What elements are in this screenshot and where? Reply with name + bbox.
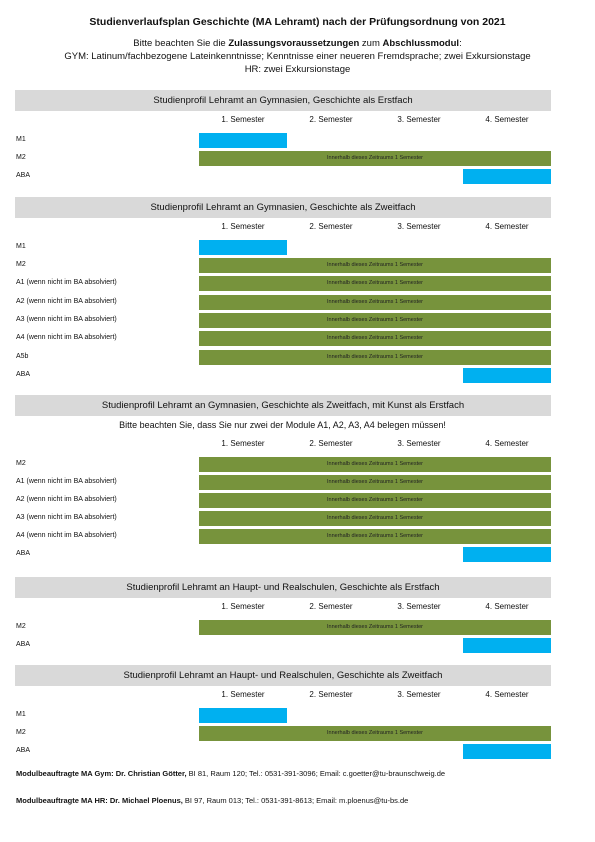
row-label: ABA: [16, 370, 31, 378]
row-label: M1: [16, 711, 26, 718]
module-bar: Innerhalb dieses Zeitraums 1 Semester: [199, 151, 551, 166]
row-label: A1 (wenn nicht im BA absolviert): [16, 279, 117, 287]
semester-label: 4. Semester: [485, 690, 529, 699]
row-label: A2 (wenn nicht im BA absolviert): [16, 496, 117, 503]
module-bar: Innerhalb dieses Zeitraums 1 Semester: [199, 331, 551, 347]
semester-label: 4. Semester: [485, 602, 529, 611]
footer-line: Modulbeauftragte MA Gym: Dr. Christian G…: [16, 769, 445, 778]
semester-label: 3. Semester: [397, 439, 441, 448]
notice-part: Bitte beachten Sie die: [133, 38, 229, 49]
row-label: M1: [16, 243, 26, 250]
module-bar: Innerhalb dieses Zeitraums 1 Semester: [199, 511, 551, 526]
row-label: A5b: [16, 352, 29, 360]
row-label: M2: [16, 154, 26, 161]
module-bar: Innerhalb dieses Zeitraums 1 Semester: [199, 457, 551, 472]
row-label: ABA: [16, 747, 31, 754]
notice-part: Abschlussmodul: [382, 38, 460, 49]
module-bar: [463, 169, 551, 184]
footer-contact: BI 81, Raum 120; Tel.: 0531-391-3096; Em…: [186, 769, 446, 778]
row-label: A3 (wenn nicht im BA absolviert): [16, 315, 117, 323]
section-note: Bitte beachten Sie, dass Sie nur zwei de…: [119, 420, 446, 430]
row-label: ABA: [16, 550, 31, 557]
row-label: M2: [16, 623, 26, 630]
module-bar: [199, 708, 287, 723]
semester-label: 1. Semester: [221, 602, 265, 611]
module-bar: [463, 638, 551, 653]
module-bar: [199, 133, 287, 148]
semester-label: 1. Semester: [221, 439, 265, 448]
semester-label: 4. Semester: [485, 115, 529, 124]
section-header: Studienprofil Lehramt an Gymnasien, Gesc…: [15, 90, 551, 111]
module-bar: Innerhalb dieses Zeitraums 1 Semester: [199, 294, 551, 310]
row-label: A4 (wenn nicht im BA absolviert): [16, 532, 117, 539]
footer-name: Modulbeauftragte MA Gym: Dr. Christian G…: [16, 769, 187, 778]
semester-label: 3. Semester: [397, 222, 441, 231]
module-bar: Innerhalb dieses Zeitraums 1 Semester: [199, 493, 551, 508]
semester-label: 3. Semester: [397, 115, 441, 124]
notice-part: zum: [359, 38, 383, 49]
semester-label: 2. Semester: [309, 602, 353, 611]
row-label: ABA: [16, 641, 31, 648]
row-label: M2: [16, 261, 26, 268]
row-label: M1: [16, 136, 26, 143]
section-header: Studienprofil Lehramt an Haupt- und Real…: [15, 665, 551, 686]
section-header: Studienprofil Lehramt an Gymnasien, Gesc…: [15, 197, 551, 218]
row-label: A3 (wenn nicht im BA absolviert): [16, 514, 117, 521]
module-bar: Innerhalb dieses Zeitraums 1 Semester: [199, 276, 551, 292]
footer-contact: BI 97, Raum 013; Tel.: 0531-391-8613; Em…: [182, 796, 409, 805]
module-bar: [199, 240, 287, 255]
section-header: Studienprofil Lehramt an Haupt- und Real…: [15, 577, 551, 598]
semester-label: 1. Semester: [221, 222, 265, 231]
module-bar: [463, 367, 551, 383]
title: Studienverlaufsplan Geschichte (MA Lehra…: [89, 16, 506, 28]
module-bar: Innerhalb dieses Zeitraums 1 Semester: [199, 312, 551, 328]
semester-label: 1. Semester: [221, 115, 265, 124]
footer-name: Modulbeauftragte MA HR: Dr. Michael Ploe…: [16, 796, 183, 805]
module-bar: Innerhalb dieses Zeitraums 1 Semester: [199, 620, 551, 635]
semester-label: 3. Semester: [397, 690, 441, 699]
row-label: A2 (wenn nicht im BA absolviert): [16, 297, 117, 305]
semester-label: 4. Semester: [485, 439, 529, 448]
footer-line: Modulbeauftragte MA HR: Dr. Michael Ploe…: [16, 796, 408, 805]
semester-label: 4. Semester: [485, 222, 529, 231]
row-label: M2: [16, 729, 26, 736]
section-header: Studienprofil Lehramt an Gymnasien, Gesc…: [15, 395, 551, 416]
semester-label: 3. Semester: [397, 602, 441, 611]
module-bar: [463, 744, 551, 759]
requirement: HR: zwei Exkursionstage: [244, 64, 351, 75]
semester-label: 2. Semester: [309, 690, 353, 699]
semester-label: 1. Semester: [221, 690, 265, 699]
module-bar: Innerhalb dieses Zeitraums 1 Semester: [199, 475, 551, 490]
module-bar: Innerhalb dieses Zeitraums 1 Semester: [199, 258, 551, 273]
module-bar: Innerhalb dieses Zeitraums 1 Semester: [199, 529, 551, 544]
semester-label: 2. Semester: [309, 115, 353, 124]
notice: Bitte beachten Sie die Zulassungsvorauss…: [0, 38, 595, 49]
notice-part: :: [459, 38, 462, 49]
module-bar: [463, 547, 551, 562]
module-bar: Innerhalb dieses Zeitraums 1 Semester: [199, 349, 551, 365]
semester-label: 2. Semester: [309, 439, 353, 448]
semester-label: 2. Semester: [309, 222, 353, 231]
notice-part: Zulassungsvoraussetzungen: [228, 38, 360, 49]
row-label: M2: [16, 460, 26, 467]
row-label: ABA: [16, 172, 31, 179]
module-bar: Innerhalb dieses Zeitraums 1 Semester: [199, 726, 551, 741]
row-label: A4 (wenn nicht im BA absolviert): [16, 334, 117, 342]
row-label: A1 (wenn nicht im BA absolviert): [16, 478, 117, 485]
requirement: GYM: Latinum/fachbezogene Lateinkenntnis…: [64, 51, 531, 62]
